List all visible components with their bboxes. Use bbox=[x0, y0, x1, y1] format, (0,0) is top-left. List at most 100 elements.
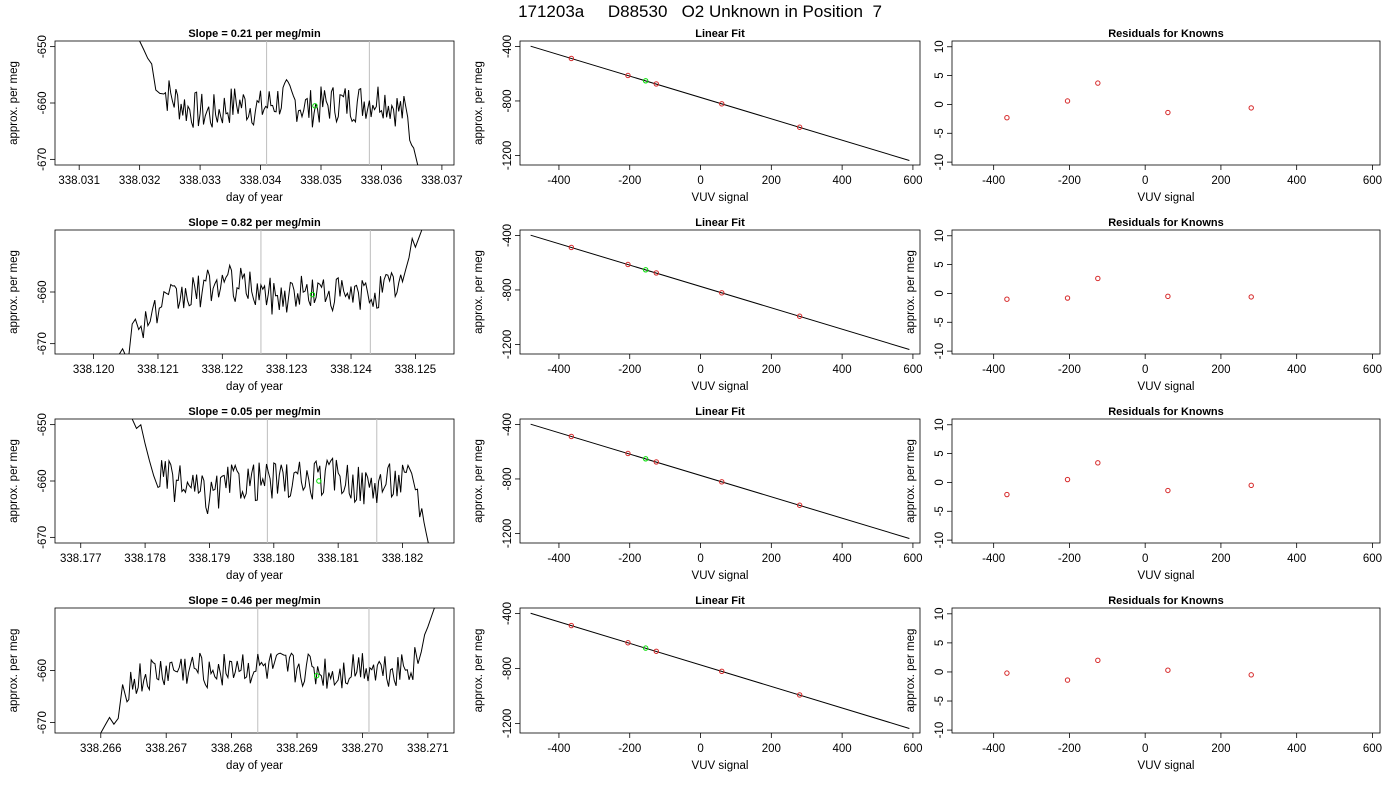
x-tick-label: 338.271 bbox=[407, 743, 449, 755]
y-tick-label: 5 bbox=[934, 450, 946, 456]
y-tick-label: -1200 bbox=[502, 709, 514, 738]
panel-title: Slope = 0.46 per meg/min bbox=[188, 595, 321, 607]
known-point bbox=[796, 313, 803, 319]
unknown-point bbox=[642, 78, 649, 84]
plot-frame bbox=[54, 229, 455, 355]
x-tick-label: 338.124 bbox=[330, 364, 372, 376]
panel-title: Linear Fit bbox=[695, 217, 745, 229]
unknown-point bbox=[642, 645, 649, 651]
x-tick-label: 338.035 bbox=[300, 175, 342, 187]
y-tick-label: 0 bbox=[934, 101, 946, 107]
unknown-marker bbox=[309, 291, 316, 298]
x-axis-label: day of year bbox=[226, 570, 283, 582]
x-tick-label: 338.268 bbox=[211, 743, 253, 755]
residual-point bbox=[1165, 487, 1171, 494]
y-tick-label: -660 bbox=[37, 659, 49, 682]
x-tick-label: -200 bbox=[1058, 553, 1081, 565]
x-tick-label: 338.121 bbox=[137, 364, 179, 376]
known-point bbox=[653, 270, 659, 276]
x-tick-label: 338.178 bbox=[124, 553, 166, 565]
x-tick-label: -200 bbox=[1058, 743, 1081, 755]
x-tick-label: 600 bbox=[903, 743, 922, 755]
x-tick-label: 338.034 bbox=[240, 175, 282, 187]
plot-frame bbox=[519, 607, 921, 734]
panel-title: Residuals for Knowns bbox=[1108, 28, 1224, 40]
x-tick-label: 600 bbox=[1363, 175, 1382, 187]
residual-point bbox=[1064, 98, 1071, 104]
plot-frame bbox=[54, 40, 455, 166]
page-title: 171203a D88530 O2 Unknown in Position 7 bbox=[518, 2, 882, 21]
known-point bbox=[796, 502, 803, 508]
y-axis-label: approx. per meg bbox=[473, 629, 485, 713]
y-tick-label: -400 bbox=[502, 413, 514, 436]
signal-trace bbox=[139, 41, 419, 165]
y-tick-label: -670 bbox=[37, 711, 49, 734]
unknown-marker bbox=[316, 478, 322, 484]
plot-body bbox=[1004, 657, 1254, 683]
x-tick-label: 600 bbox=[903, 553, 922, 565]
residual-point bbox=[1095, 275, 1101, 282]
unknown-marker bbox=[313, 673, 320, 679]
y-tick-label: -10 bbox=[934, 343, 946, 360]
panel-title: Slope = 0.21 per meg/min bbox=[188, 28, 321, 40]
unknown-point bbox=[642, 456, 649, 462]
x-tick-label: 338.033 bbox=[179, 175, 221, 187]
x-tick-label: -400 bbox=[547, 743, 570, 755]
plot-body bbox=[139, 41, 419, 165]
x-tick-label: 338.036 bbox=[361, 175, 403, 187]
y-tick-label: -10 bbox=[934, 532, 946, 549]
panel-title: Residuals for Knowns bbox=[1108, 595, 1224, 607]
y-tick-label: -5 bbox=[934, 317, 946, 327]
x-tick-label: 200 bbox=[762, 553, 781, 565]
panel-1-2: Linear Fit -400 -200 0 200 400 600 -400 -800 -120… bbox=[473, 28, 923, 204]
residual-point bbox=[1064, 677, 1071, 683]
plot-body bbox=[118, 230, 423, 354]
unknown-marker bbox=[312, 103, 318, 109]
known-point bbox=[568, 622, 575, 629]
known-point bbox=[568, 244, 575, 251]
unknown-point bbox=[642, 267, 649, 273]
x-tick-label: 200 bbox=[762, 175, 781, 187]
y-tick-label: -800 bbox=[502, 278, 514, 301]
x-tick-label: 400 bbox=[833, 175, 852, 187]
y-axis-label: approx. per meg bbox=[905, 250, 917, 334]
plot-body bbox=[100, 608, 435, 733]
residual-point bbox=[1165, 109, 1171, 116]
y-tick-label: 0 bbox=[934, 669, 946, 675]
x-tick-label: 338.182 bbox=[382, 553, 424, 565]
known-point bbox=[625, 261, 631, 268]
y-tick-label: -5 bbox=[934, 128, 946, 138]
plot-frame bbox=[951, 229, 1381, 355]
y-tick-label: -5 bbox=[934, 696, 946, 706]
x-axis-label: day of year bbox=[226, 760, 283, 772]
x-tick-label: 338.179 bbox=[189, 553, 231, 565]
known-point bbox=[653, 459, 659, 465]
x-tick-label: 338.269 bbox=[276, 743, 318, 755]
plot-frame bbox=[519, 418, 921, 544]
x-tick-label: -400 bbox=[547, 364, 570, 376]
signal-trace bbox=[118, 230, 423, 354]
panel-4-3: Residuals for Knowns -400 -200 0 200 400 600 10… bbox=[905, 595, 1382, 772]
x-tick-label: 338.120 bbox=[73, 364, 115, 376]
x-tick-label: 338.267 bbox=[145, 743, 187, 755]
x-tick-label: 400 bbox=[1287, 743, 1306, 755]
y-axis-label: approx. per meg bbox=[473, 439, 485, 523]
y-axis-label: approx. per meg bbox=[905, 629, 917, 713]
plot-frame bbox=[519, 40, 921, 166]
y-tick-label: -10 bbox=[934, 154, 946, 171]
known-point bbox=[653, 81, 659, 87]
residual-point bbox=[1004, 296, 1010, 302]
x-tick-label: -200 bbox=[618, 743, 641, 755]
y-tick-label: -10 bbox=[934, 722, 946, 739]
x-tick-label: 0 bbox=[1142, 553, 1148, 565]
x-axis-label: VUV signal bbox=[1138, 760, 1195, 772]
x-tick-label: -400 bbox=[982, 364, 1005, 376]
x-tick-label: 600 bbox=[903, 364, 922, 376]
y-tick-label: 0 bbox=[934, 479, 946, 485]
x-tick-label: 600 bbox=[1363, 743, 1382, 755]
x-tick-label: 600 bbox=[903, 175, 922, 187]
x-tick-label: 200 bbox=[1211, 743, 1230, 755]
x-tick-label: -400 bbox=[982, 553, 1005, 565]
residual-point bbox=[1064, 476, 1071, 483]
